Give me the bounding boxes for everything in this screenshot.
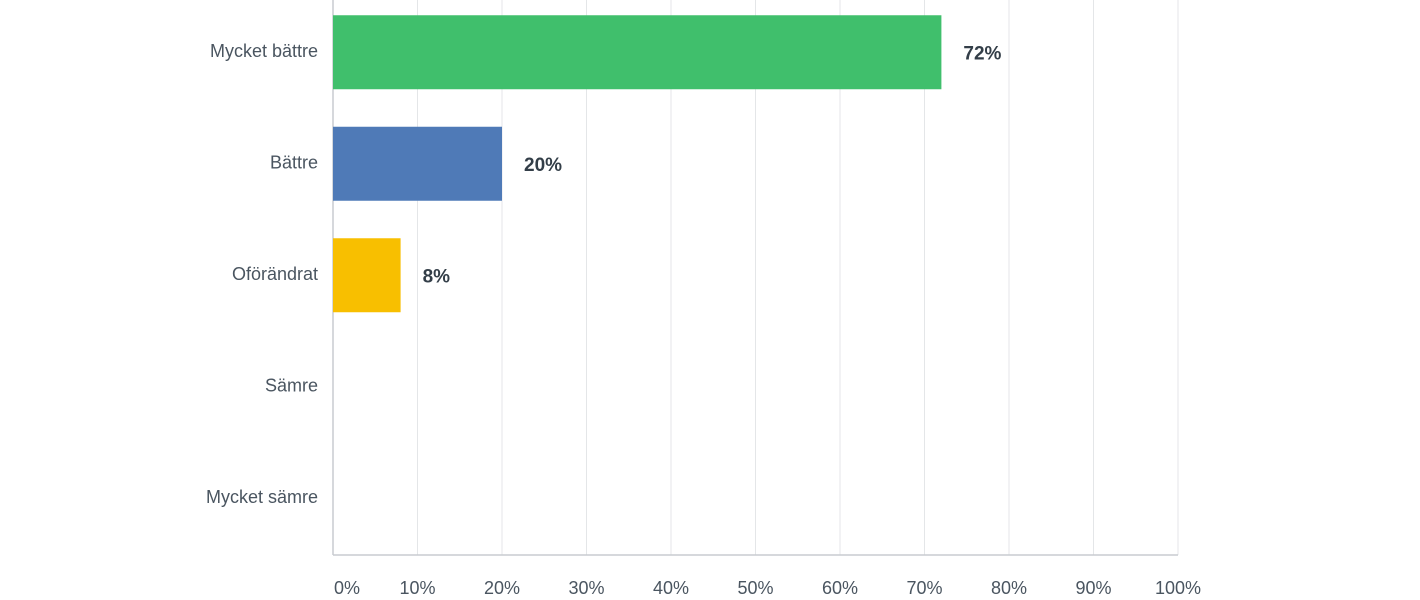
y-tick-label: Sämre — [265, 376, 318, 396]
y-tick-label: Oförändrat — [232, 264, 318, 284]
y-tick-label: Bättre — [270, 153, 318, 173]
y-tick-label: Mycket sämre — [206, 487, 318, 507]
bar — [333, 238, 401, 313]
value-label: 20% — [524, 155, 562, 176]
x-tick-label: 90% — [1075, 578, 1111, 598]
x-tick-label: 70% — [906, 578, 942, 598]
bar — [333, 15, 942, 90]
x-tick-label: 60% — [822, 578, 858, 598]
x-tick-label: 20% — [484, 578, 520, 598]
x-tick-label: 30% — [568, 578, 604, 598]
y-tick-label: Mycket bättre — [210, 41, 318, 61]
x-tick-label: 100% — [1155, 578, 1201, 598]
x-tick-label: 80% — [991, 578, 1027, 598]
value-label: 72% — [963, 43, 1001, 64]
x-tick-label: 40% — [653, 578, 689, 598]
x-tick-label: 50% — [737, 578, 773, 598]
x-tick-label: 0% — [334, 578, 360, 598]
x-tick-label: 10% — [399, 578, 435, 598]
bar — [333, 126, 502, 201]
value-label: 8% — [423, 266, 451, 287]
